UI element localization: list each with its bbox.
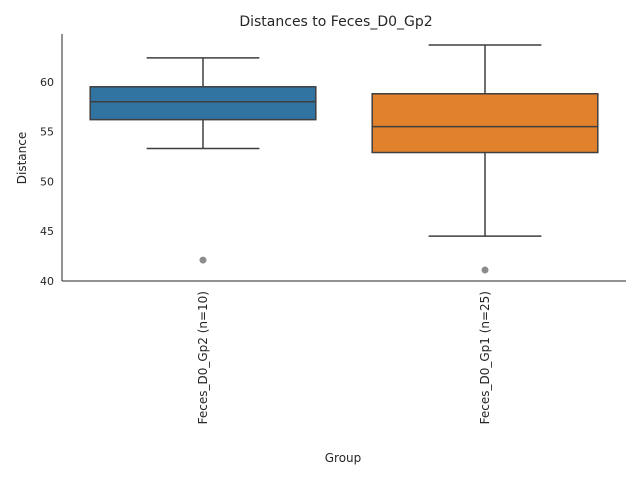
y-tick-label: 60 (40, 76, 54, 89)
plot-area: 40 45 50 55 60 Feces_D0_Gp2 (n=10) Feces_D0_Gp… (40, 34, 626, 424)
chart-title: Distances to Feces_D0_Gp2 (239, 14, 432, 30)
outlier-point (481, 266, 489, 274)
y-axis-label: Distance (15, 132, 29, 184)
x-axis-label: Group (325, 451, 362, 465)
x-tick-label: Feces_D0_Gp2 (n=10) (196, 291, 210, 424)
y-tick-label: 50 (40, 175, 54, 188)
y-tick-label: 40 (40, 275, 54, 288)
y-tick-label: 45 (40, 225, 54, 238)
outlier-point (199, 256, 207, 264)
box-2 (371, 93, 599, 154)
y-tick-label: 55 (40, 126, 54, 139)
box-1 (89, 86, 317, 121)
x-tick-label: Feces_D0_Gp1 (n=25) (478, 291, 492, 424)
